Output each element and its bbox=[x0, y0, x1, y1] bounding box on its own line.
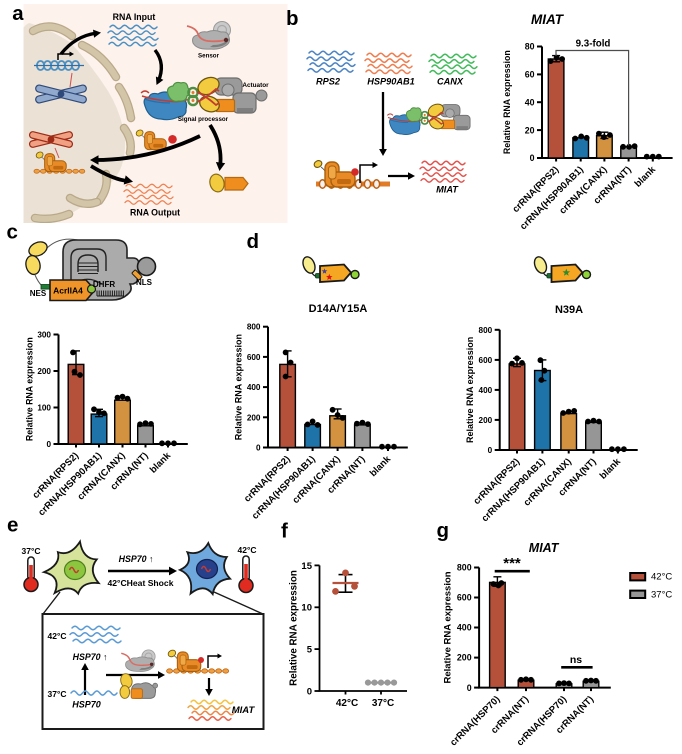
svg-text:37°C: 37°C bbox=[48, 689, 67, 699]
svg-text:N39A: N39A bbox=[555, 304, 583, 316]
svg-text:RPS2: RPS2 bbox=[316, 77, 341, 87]
svg-text:NLS: NLS bbox=[136, 278, 153, 287]
svg-text:37°C: 37°C bbox=[651, 589, 672, 600]
svg-text:f: f bbox=[281, 520, 288, 543]
svg-text:a: a bbox=[12, 2, 24, 25]
svg-text:15: 15 bbox=[301, 561, 312, 572]
svg-text:300: 300 bbox=[37, 331, 51, 340]
svg-text:d: d bbox=[247, 230, 260, 253]
svg-text:37°C: 37°C bbox=[22, 546, 41, 556]
svg-text:***: *** bbox=[503, 555, 521, 572]
svg-text:400: 400 bbox=[247, 383, 261, 392]
svg-text:42°C: 42°C bbox=[48, 631, 67, 641]
svg-text:MIAT: MIAT bbox=[529, 541, 560, 555]
svg-text:0: 0 bbox=[256, 444, 261, 453]
svg-text:HSP70: HSP70 bbox=[72, 700, 101, 710]
svg-text:400: 400 bbox=[479, 386, 493, 395]
svg-text:9.3-fold: 9.3-fold bbox=[576, 39, 611, 50]
svg-text:Relative RNA expression: Relative RNA expression bbox=[234, 334, 244, 440]
svg-text:600: 600 bbox=[247, 353, 261, 362]
svg-text:HSP70 ↑: HSP70 ↑ bbox=[73, 652, 108, 662]
svg-text:HSP90AB1: HSP90AB1 bbox=[367, 77, 415, 87]
svg-text:NES: NES bbox=[30, 289, 47, 298]
svg-text:DHFR: DHFR bbox=[93, 280, 115, 289]
svg-text:Relative RNA expression: Relative RNA expression bbox=[465, 337, 475, 443]
svg-text:D14A/Y15A: D14A/Y15A bbox=[309, 303, 368, 315]
svg-text:0: 0 bbox=[307, 686, 312, 697]
svg-text:5: 5 bbox=[307, 645, 313, 656]
svg-text:AcrIIA4: AcrIIA4 bbox=[53, 286, 83, 296]
svg-text:Actuator: Actuator bbox=[242, 82, 269, 89]
svg-text:800: 800 bbox=[457, 563, 472, 573]
svg-text:200: 200 bbox=[37, 367, 51, 376]
svg-text:MIAT: MIAT bbox=[531, 12, 565, 27]
svg-text:600: 600 bbox=[457, 593, 472, 603]
svg-text:37°C: 37°C bbox=[372, 698, 394, 709]
svg-text:e: e bbox=[7, 514, 18, 537]
svg-text:b: b bbox=[286, 7, 299, 30]
svg-text:0: 0 bbox=[46, 440, 51, 449]
svg-text:HSP70 ↑: HSP70 ↑ bbox=[119, 554, 154, 564]
svg-text:ns: ns bbox=[570, 654, 582, 666]
svg-text:RNA Output: RNA Output bbox=[130, 208, 180, 218]
svg-text:0: 0 bbox=[488, 446, 493, 455]
svg-text:CANX: CANX bbox=[437, 77, 464, 87]
svg-text:80: 80 bbox=[525, 42, 535, 52]
svg-text:200: 200 bbox=[247, 413, 261, 422]
svg-text:Sensor: Sensor bbox=[198, 53, 220, 60]
svg-text:20: 20 bbox=[525, 125, 535, 135]
svg-text:200: 200 bbox=[457, 653, 472, 663]
svg-text:Relative RNA expression: Relative RNA expression bbox=[443, 571, 454, 683]
svg-text:Relative RNA expression: Relative RNA expression bbox=[502, 50, 512, 154]
svg-text:42°CHeat Shock: 42°CHeat Shock bbox=[107, 578, 173, 588]
svg-text:42°C: 42°C bbox=[238, 545, 257, 555]
svg-text:Signal processor: Signal processor bbox=[178, 116, 229, 123]
svg-text:c: c bbox=[7, 221, 18, 244]
svg-text:10: 10 bbox=[301, 603, 312, 614]
svg-text:200: 200 bbox=[479, 416, 493, 425]
svg-text:42°C: 42°C bbox=[336, 698, 358, 709]
svg-text:800: 800 bbox=[247, 323, 261, 332]
svg-text:42°C: 42°C bbox=[651, 572, 672, 583]
svg-text:g: g bbox=[437, 519, 450, 542]
svg-text:MIAT: MIAT bbox=[436, 185, 459, 195]
svg-text:RNA Input: RNA Input bbox=[113, 12, 156, 22]
svg-text:400: 400 bbox=[457, 623, 472, 633]
svg-text:100: 100 bbox=[37, 404, 51, 413]
svg-text:MIAT: MIAT bbox=[232, 705, 256, 716]
svg-text:600: 600 bbox=[479, 356, 493, 365]
svg-text:Relative RNA expression: Relative RNA expression bbox=[289, 570, 300, 686]
svg-text:0: 0 bbox=[467, 683, 472, 693]
svg-text:60: 60 bbox=[525, 70, 535, 80]
svg-text:Relative RNA expression: Relative RNA expression bbox=[25, 337, 35, 441]
svg-text:0: 0 bbox=[530, 153, 535, 163]
svg-text:40: 40 bbox=[525, 97, 535, 107]
svg-text:800: 800 bbox=[479, 326, 493, 335]
